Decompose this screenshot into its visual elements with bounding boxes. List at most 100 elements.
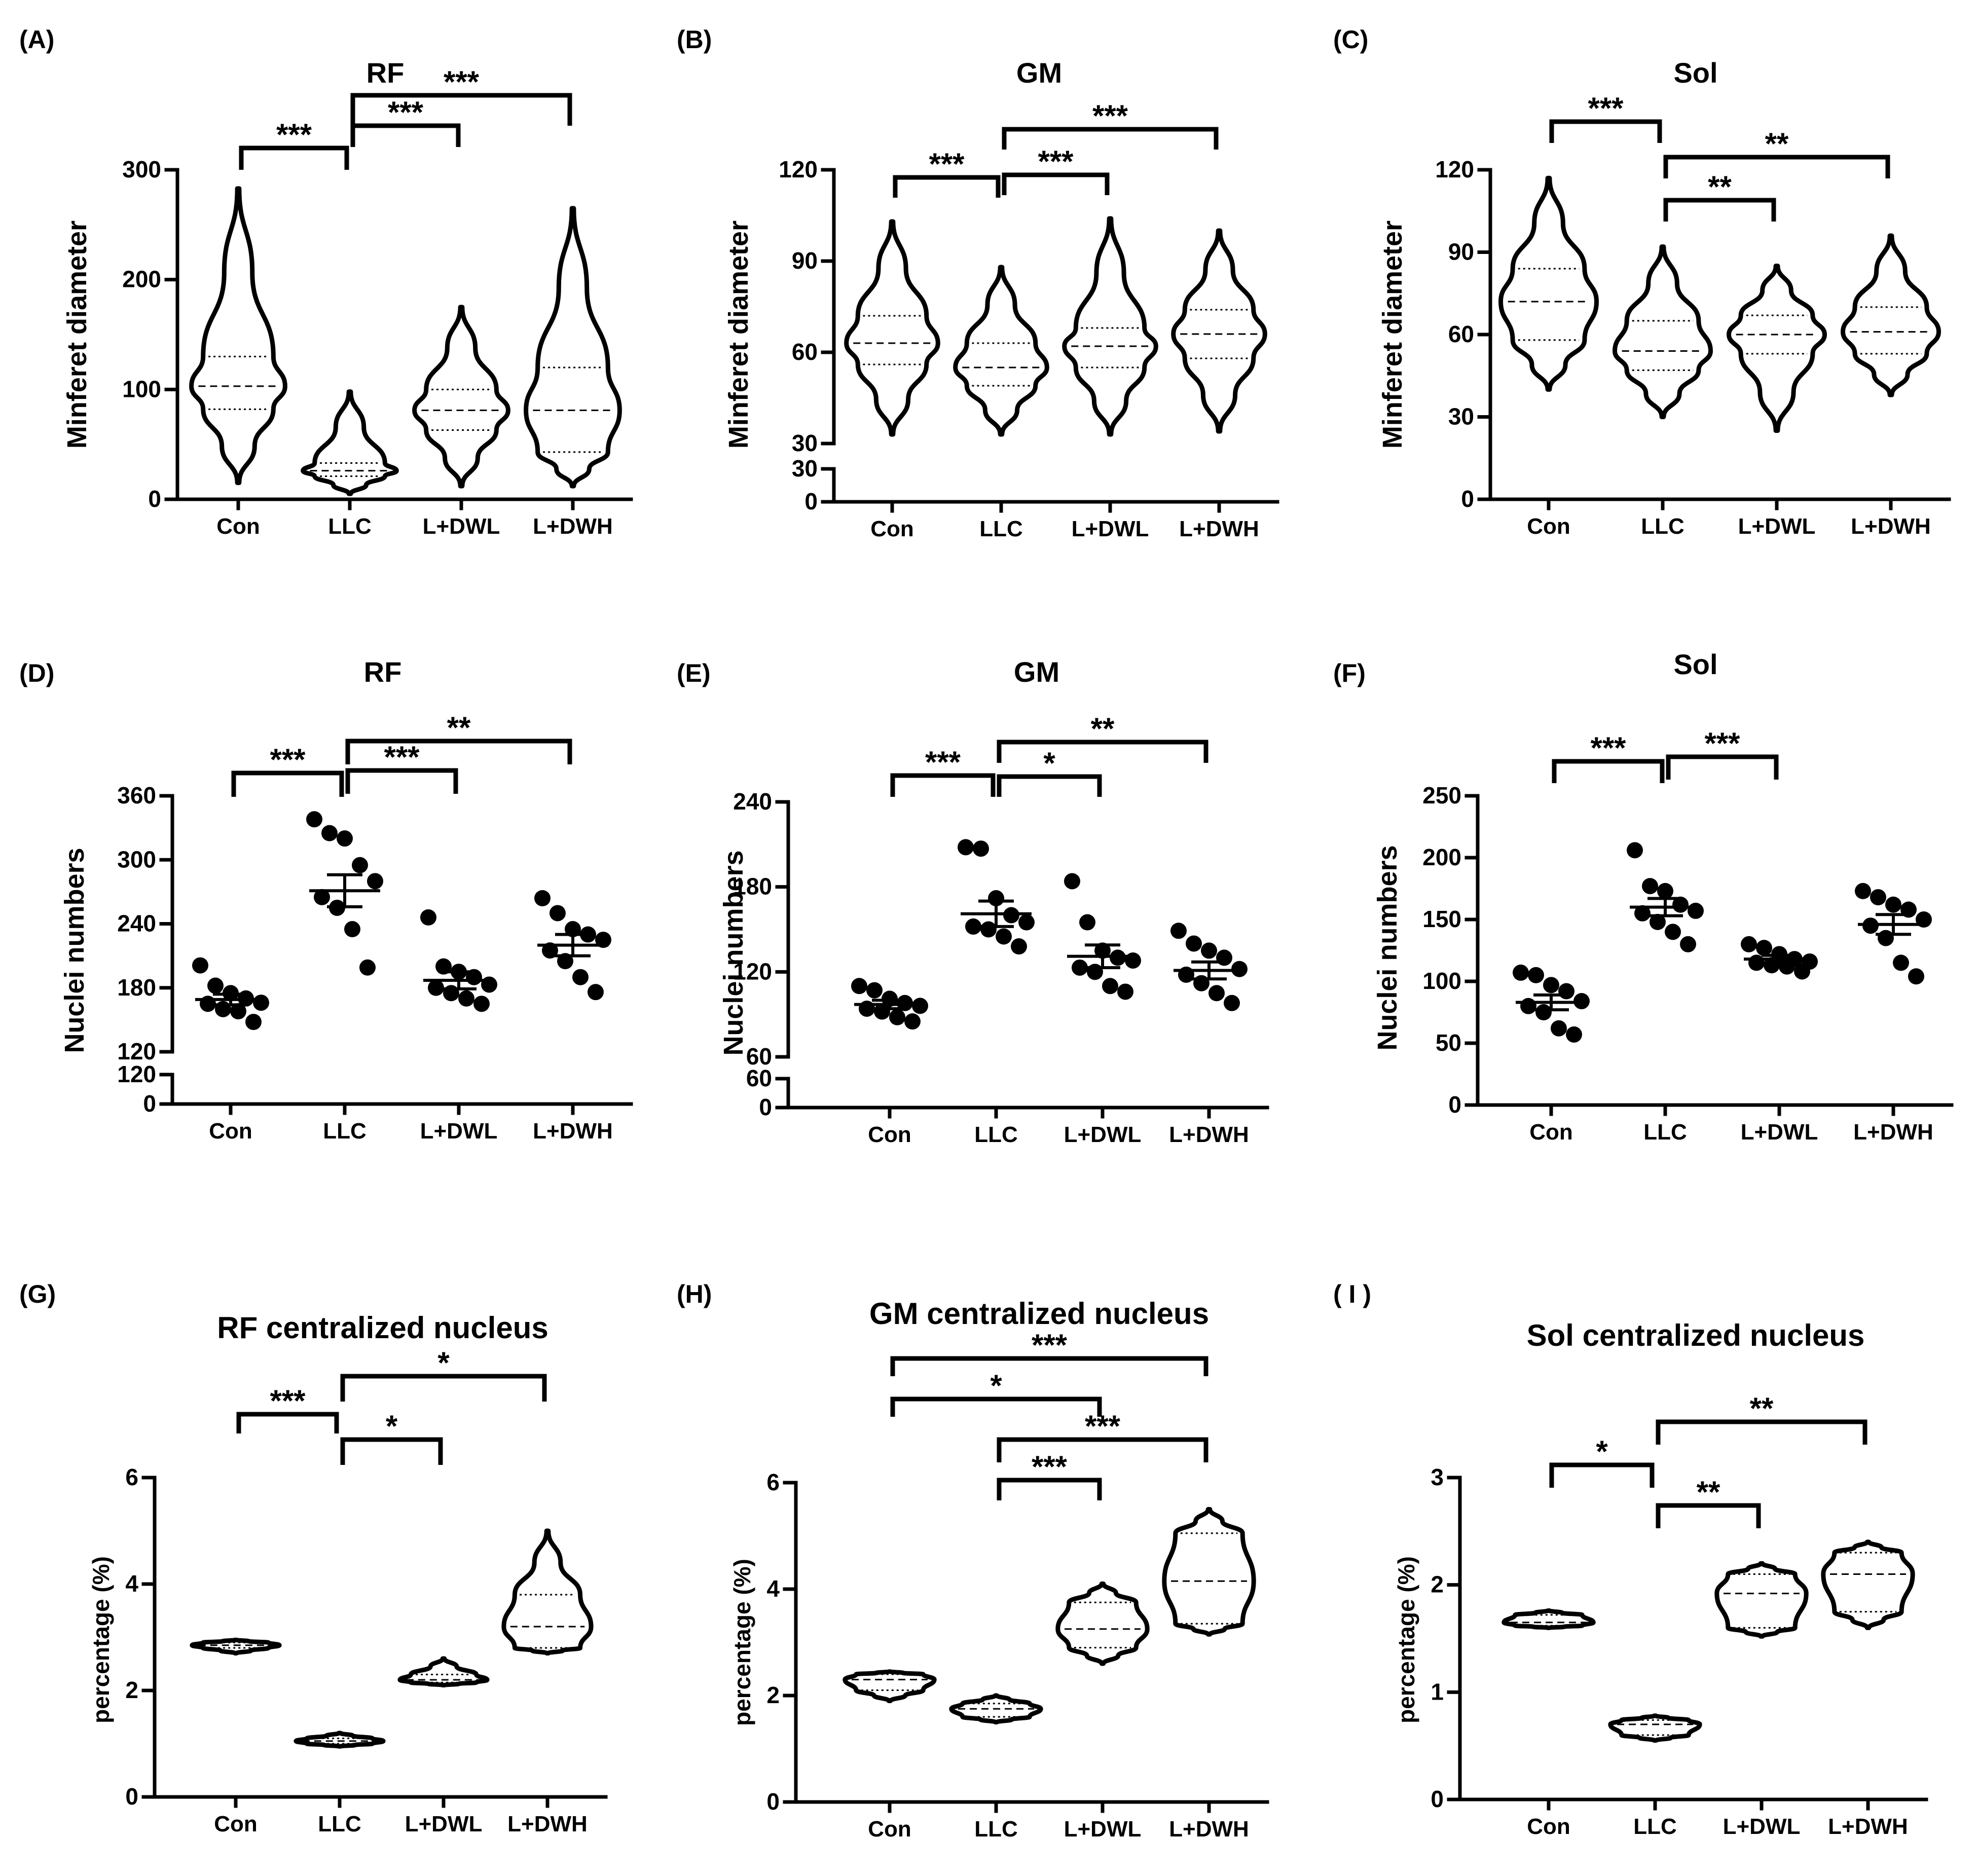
x-category-label: LLC — [1643, 1120, 1687, 1145]
violin-L+DWH — [524, 206, 622, 489]
significance-bracket — [1552, 759, 1665, 783]
data-point — [851, 978, 867, 995]
y-tick-label: 0 — [143, 1090, 156, 1117]
significance-bracket — [345, 768, 458, 794]
data-point — [1551, 1020, 1567, 1037]
chart-title: RF — [364, 656, 402, 688]
y-tick-label: 50 — [1436, 1029, 1461, 1056]
data-point — [420, 909, 436, 926]
significance-bracket — [231, 770, 344, 797]
significance-label: ** — [447, 711, 471, 745]
panel-label: ( I ) — [1333, 1280, 1371, 1308]
y-tick-label: 100 — [1422, 968, 1461, 994]
significance-label: * — [386, 1409, 398, 1443]
x-category-label: Con — [1527, 1814, 1570, 1839]
y-tick-label: 300 — [117, 846, 156, 872]
data-point — [1893, 954, 1909, 971]
data-point — [1870, 889, 1886, 906]
significance-label: * — [1043, 746, 1055, 780]
significance-label: *** — [276, 118, 312, 152]
chart-title: GM — [1014, 656, 1059, 688]
violin-L+DWH — [1821, 1539, 1915, 1630]
data-point — [344, 921, 360, 938]
x-category-label: Con — [1529, 1120, 1573, 1145]
significance-bracket — [1002, 172, 1110, 195]
chart-title: Sol — [1673, 648, 1717, 680]
data-point — [367, 873, 383, 890]
data-point — [1634, 905, 1651, 922]
y-axis-label: Nuclei numbers — [718, 850, 749, 1055]
y-tick-label: 240 — [117, 910, 156, 937]
y-tick-label: 0 — [148, 486, 161, 512]
x-category-label: LLC — [328, 514, 372, 539]
panel-6: (F) Sol Nuclei numbers 0 50 100 150 200 250 Con LL… — [1333, 648, 1954, 1145]
panel-1: (A) RF Minferet diameter 0 100 200 300 Con LLC L+… — [19, 25, 633, 539]
significance-bracket — [1549, 1462, 1655, 1488]
y-tick-label: 60 — [746, 1043, 772, 1070]
y-axis-label: percentage (%) — [729, 1559, 755, 1726]
violin-L+DWH — [501, 1528, 594, 1656]
data-point — [1072, 959, 1088, 976]
data-point — [980, 921, 997, 938]
significance-bracket — [1666, 754, 1779, 780]
data-point — [1794, 963, 1810, 980]
data-point — [534, 890, 551, 906]
x-category-label: L+DWH — [507, 1812, 588, 1836]
y-tick-label: 3 — [1431, 1464, 1444, 1490]
y-tick-label: 2 — [125, 1677, 138, 1703]
data-point — [1186, 935, 1202, 952]
chart-title: Sol centralized nucleus — [1527, 1318, 1865, 1352]
violin-Con — [1498, 175, 1599, 392]
data-point — [1535, 1004, 1552, 1020]
data-point — [337, 830, 353, 847]
data-point — [1642, 878, 1658, 895]
y-tick-label: 0 — [1461, 486, 1474, 512]
x-category-label: LLC — [979, 517, 1023, 541]
significance-label: *** — [1032, 1328, 1068, 1362]
y-axis-label: Nuclei numbers — [59, 848, 90, 1053]
data-point — [1064, 873, 1080, 890]
significance-bracket — [1663, 155, 1890, 178]
y-tick-label: 0 — [1448, 1091, 1461, 1118]
data-point — [1170, 923, 1187, 939]
data-point — [572, 969, 589, 985]
significance-bracket — [350, 93, 572, 126]
x-category-label: L+DWH — [1853, 1120, 1933, 1145]
data-point — [1117, 983, 1133, 1000]
x-category-label: LLC — [1641, 514, 1684, 539]
data-point — [965, 918, 981, 935]
y-tick-label: 100 — [122, 376, 161, 402]
panel-label: (B) — [677, 25, 712, 54]
data-point — [1756, 940, 1772, 957]
significance-label: *** — [1085, 1409, 1121, 1443]
data-point — [352, 857, 368, 873]
y-tick-label: 250 — [1422, 782, 1461, 808]
panel-3: (C) Sol Minferet diameter 0 30 60 90 120 Con LLC L… — [1333, 25, 1951, 539]
y-tick-label: 6 — [766, 1469, 780, 1495]
significance-bracket — [236, 1412, 339, 1433]
x-category-label: L+DWH — [1169, 1817, 1249, 1842]
y-tick-label: 60 — [1448, 321, 1474, 347]
y-tick-label: 240 — [733, 788, 772, 815]
data-point — [230, 1003, 246, 1020]
x-category-label: Con — [868, 1817, 911, 1842]
y-axis-label: Minferet diameter — [62, 220, 92, 449]
data-point — [1224, 995, 1240, 1011]
data-point — [1908, 968, 1924, 985]
significance-bracket — [340, 1374, 547, 1402]
data-point — [428, 979, 444, 996]
chart-title: RF centralized nucleus — [217, 1311, 548, 1345]
y-tick-label: 120 — [117, 1061, 156, 1087]
panel-label: (G) — [19, 1280, 56, 1308]
significance-bracket — [1002, 127, 1219, 150]
panel-label: (D) — [19, 659, 54, 687]
data-point — [1543, 977, 1559, 994]
x-category-label: Con — [1527, 514, 1570, 539]
y-tick-label: 0 — [766, 1788, 780, 1815]
panel-label: (A) — [19, 25, 54, 54]
violin-L+DWL — [1727, 264, 1827, 433]
y-tick-label: 60 — [792, 339, 818, 365]
significance-label: *** — [1704, 726, 1740, 760]
violin-L+DWL — [412, 305, 510, 489]
